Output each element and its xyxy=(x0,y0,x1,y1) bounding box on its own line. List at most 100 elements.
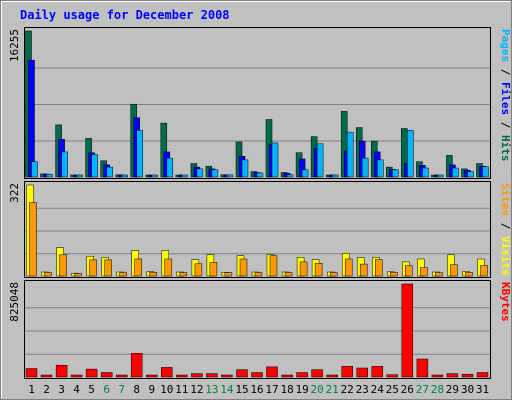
x-tick-label: 11 xyxy=(175,383,188,396)
bar-kbytes-day-6 xyxy=(100,372,113,378)
legend-pages: Pages xyxy=(499,29,512,62)
bar-sites-day-19 xyxy=(299,261,308,277)
x-tick-label: 29 xyxy=(446,383,459,396)
bar-kbytes-day-29 xyxy=(446,373,459,378)
bar-sites-day-11 xyxy=(179,272,188,277)
panel-visits: 322 Sites / Visits xyxy=(8,181,512,278)
bar-sites-day-2 xyxy=(44,272,52,277)
panel-series-legend: KBytes xyxy=(499,282,512,322)
bar-pages-day-19 xyxy=(301,169,309,178)
bar-kbytes-day-28 xyxy=(431,374,444,378)
bar-pages-day-2 xyxy=(46,174,53,178)
x-tick-label: 27 xyxy=(416,383,429,396)
panel-max-label: 322 xyxy=(8,183,21,203)
bar-pages-day-15 xyxy=(241,159,249,178)
bar-sites-day-31 xyxy=(480,265,488,277)
x-tick-label: 21 xyxy=(326,383,339,396)
bar-sites-day-27 xyxy=(420,267,428,277)
bar-pages-day-4 xyxy=(76,174,83,178)
bar-kbytes-day-5 xyxy=(85,368,98,378)
bar-files-day-1 xyxy=(28,59,35,178)
bar-sites-day-20 xyxy=(314,263,323,277)
x-tick-label: 14 xyxy=(220,383,234,396)
bar-pages-day-28 xyxy=(437,174,444,178)
bar-kbytes-day-10 xyxy=(161,367,173,378)
bar-sites-day-4 xyxy=(74,273,82,277)
bar-pages-day-10 xyxy=(166,157,174,178)
bar-sites-day-24 xyxy=(375,259,383,277)
bar-kbytes-day-12 xyxy=(191,373,203,378)
bar-pages-day-6 xyxy=(106,166,113,178)
bar-pages-day-12 xyxy=(196,168,204,178)
bar-pages-day-24 xyxy=(377,159,384,178)
bar-kbytes-day-17 xyxy=(266,366,278,378)
bar-kbytes-day-30 xyxy=(461,373,474,378)
bar-pages-day-8 xyxy=(136,130,143,178)
bar-pages-day-11 xyxy=(181,174,189,178)
bar-kbytes-day-25 xyxy=(386,374,399,378)
panel-hits: 16255 Pages / Files / Hits xyxy=(8,27,512,179)
bar-kbytes-day-11 xyxy=(176,374,188,378)
panel-kbytes: 825048 KBytes xyxy=(8,280,512,379)
bar-sites-day-9 xyxy=(149,272,158,277)
bar-pages-day-25 xyxy=(392,169,399,178)
bar-kbytes-day-13 xyxy=(206,373,218,378)
bar-sites-day-5 xyxy=(89,259,97,277)
x-tick-label: 25 xyxy=(386,383,399,396)
bar-sites-day-13 xyxy=(209,262,218,277)
x-tick-label: 15 xyxy=(235,383,248,396)
bar-sites-day-23 xyxy=(359,263,368,277)
bar-pages-day-26 xyxy=(407,130,414,178)
panel-max-label: 825048 xyxy=(8,282,21,322)
bar-sites-day-10 xyxy=(164,258,173,277)
x-tick-label: 2 xyxy=(43,383,50,396)
bar-sites-day-29 xyxy=(450,264,458,277)
bar-kbytes-day-1 xyxy=(25,368,38,378)
bar-kbytes-day-23 xyxy=(356,367,368,378)
bar-sites-day-15 xyxy=(239,258,248,277)
bar-pages-day-9 xyxy=(151,174,159,178)
x-tick-label: 23 xyxy=(356,383,369,396)
bar-sites-day-1 xyxy=(29,202,37,277)
bar-sites-day-7 xyxy=(119,272,127,277)
bar-pages-day-21 xyxy=(331,174,339,178)
bar-sites-day-17 xyxy=(269,255,278,277)
x-tick-label: 22 xyxy=(341,383,354,396)
bar-kbytes-day-26 xyxy=(401,283,414,378)
legend-kbytes: KBytes xyxy=(499,282,512,322)
bar-kbytes-day-9 xyxy=(146,374,158,378)
bar-sites-day-14 xyxy=(224,272,233,277)
panel-series-legend: Pages / Files / Hits xyxy=(499,29,512,162)
bar-pages-day-14 xyxy=(226,174,234,178)
bar-kbytes-day-21 xyxy=(326,374,338,378)
legend-separator: / xyxy=(499,216,512,236)
legend-hits: Hits xyxy=(499,135,512,162)
x-tick-label: 8 xyxy=(133,383,140,396)
x-tick-label: 26 xyxy=(401,383,414,396)
x-tick-label: 1 xyxy=(28,383,35,396)
bar-sites-day-6 xyxy=(104,259,112,277)
x-tick-label: 5 xyxy=(88,383,95,396)
bar-kbytes-day-15 xyxy=(236,369,248,378)
bar-sites-day-18 xyxy=(284,272,293,277)
bar-kbytes-day-7 xyxy=(115,374,128,378)
x-tick-label: 13 xyxy=(205,383,218,396)
bar-pages-day-5 xyxy=(91,154,98,178)
x-tick-label: 16 xyxy=(250,383,263,396)
bar-kbytes-day-2 xyxy=(40,374,53,378)
x-tick-label: 12 xyxy=(190,383,203,396)
panel-max-label: 16255 xyxy=(8,29,21,62)
bar-kbytes-day-27 xyxy=(416,358,429,378)
bar-pages-day-20 xyxy=(316,143,324,178)
bar-pages-day-1 xyxy=(31,161,38,178)
bar-pages-day-3 xyxy=(61,151,68,178)
bar-pages-day-27 xyxy=(422,167,429,178)
bar-kbytes-day-19 xyxy=(296,372,308,378)
legend-files: Files xyxy=(499,82,512,115)
panel-series-legend: Sites / Visits xyxy=(499,183,512,276)
bar-kbytes-day-14 xyxy=(221,374,233,378)
bar-kbytes-day-22 xyxy=(341,366,353,378)
bar-pages-day-13 xyxy=(211,169,219,178)
x-tick-label: 6 xyxy=(103,383,110,396)
